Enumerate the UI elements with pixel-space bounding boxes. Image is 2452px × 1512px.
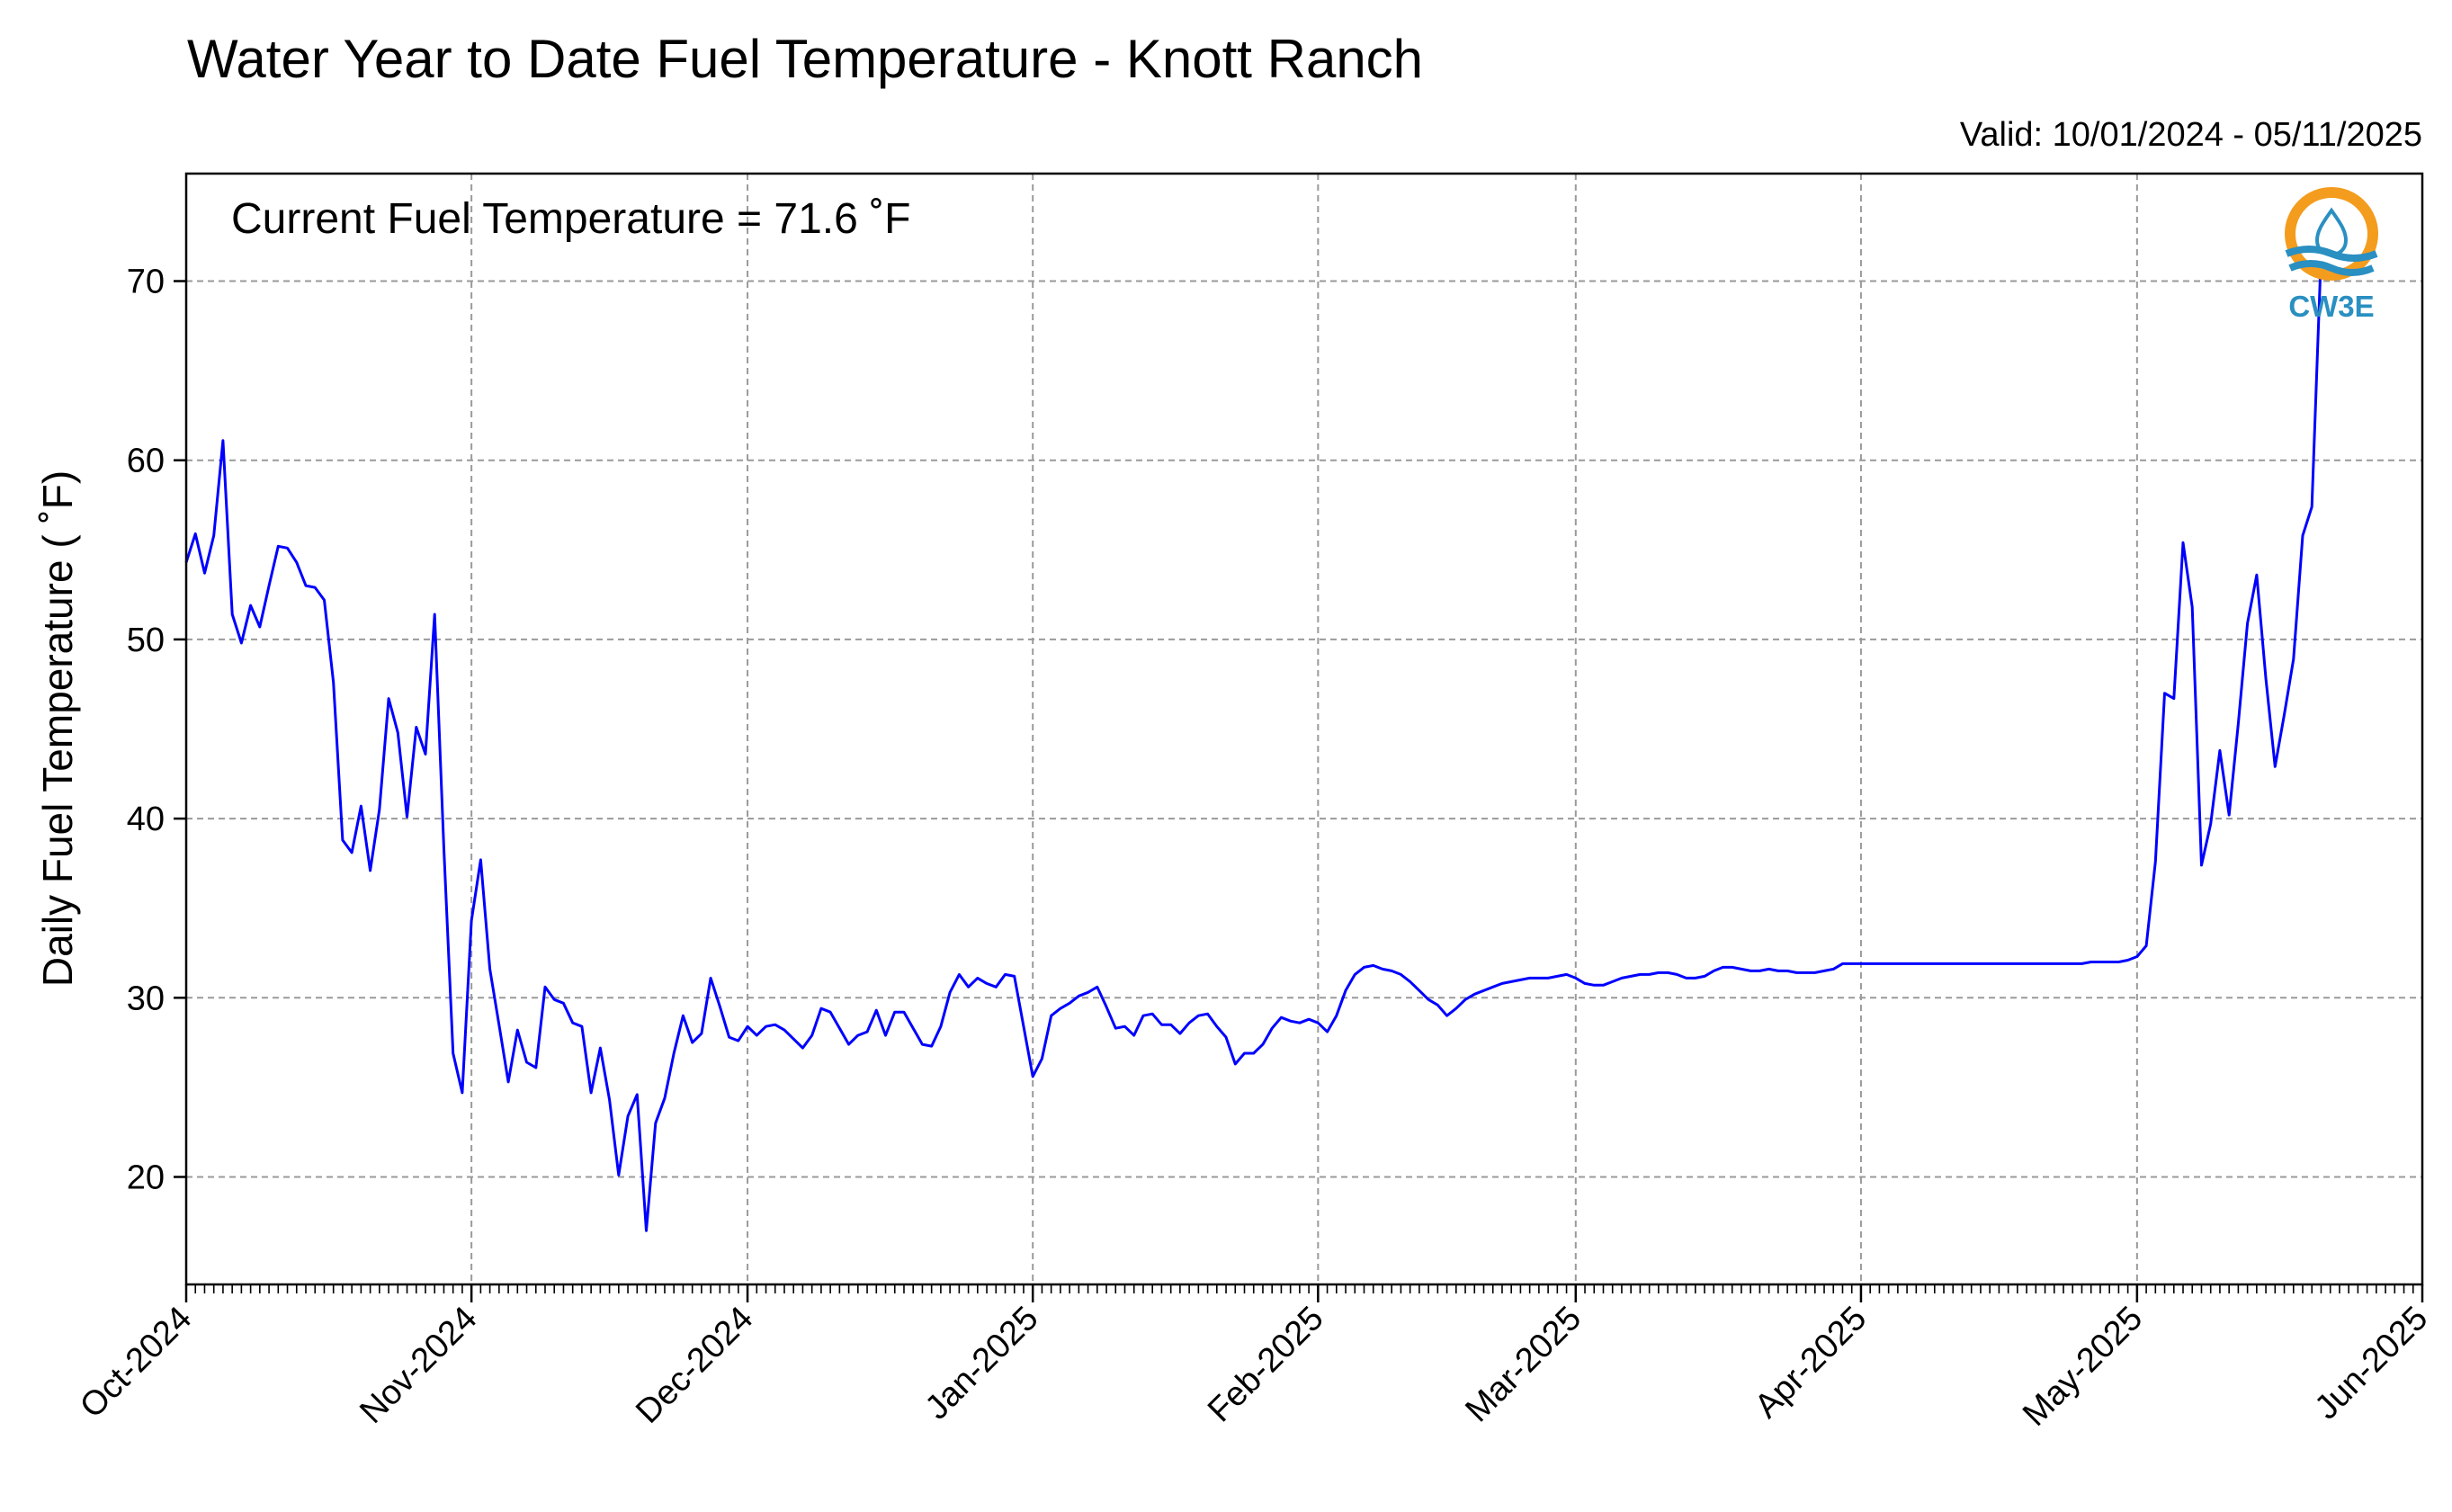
x-tick-label: Apr-2025 bbox=[1748, 1300, 1874, 1426]
x-tick-label: Jan-2025 bbox=[918, 1300, 1046, 1427]
y-tick-label: 60 bbox=[127, 443, 165, 480]
y-axis-ticks: 20 30 40 50 60 70 bbox=[127, 264, 186, 1196]
plot-frame bbox=[184, 172, 2424, 1286]
y-tick-label: 30 bbox=[127, 980, 165, 1017]
x-tick-label: Feb-2025 bbox=[1201, 1300, 1331, 1430]
grid-lines bbox=[186, 174, 2422, 1284]
y-tick-label: 20 bbox=[127, 1159, 165, 1196]
x-tick-label: Nov-2024 bbox=[353, 1300, 484, 1431]
valid-date-range: Valid: 10/01/2024 - 05/11/2025 bbox=[1960, 116, 2422, 154]
x-axis-minor-ticks bbox=[185, 1284, 2423, 1293]
x-tick-label: Mar-2025 bbox=[1458, 1300, 1588, 1430]
x-tick-label: Jun-2025 bbox=[2308, 1300, 2436, 1427]
cw3e-logo: CW3E bbox=[2285, 187, 2378, 323]
fuel-temperature-line bbox=[184, 252, 2322, 1232]
wave-icon bbox=[2288, 260, 2375, 276]
current-temperature-annotation: Current Fuel Temperature = 71.6 ˚F bbox=[231, 195, 910, 243]
y-tick-label: 40 bbox=[127, 801, 165, 838]
x-tick-label: Dec-2024 bbox=[629, 1300, 760, 1431]
x-tick-label: May-2025 bbox=[2016, 1300, 2150, 1434]
y-tick-label: 70 bbox=[127, 264, 165, 301]
x-tick-label: Oct-2024 bbox=[73, 1300, 199, 1426]
y-tick-label: 50 bbox=[127, 622, 165, 659]
chart-title: Water Year to Date Fuel Temperature - Kn… bbox=[187, 29, 1423, 89]
x-axis-ticks: Oct-2024 Nov-2024 Dec-2024 Jan-2025 Feb-2025… bbox=[73, 1284, 2435, 1434]
logo-text: CW3E bbox=[2288, 290, 2374, 323]
y-axis-label: Daily Fuel Temperature ( ˚F) bbox=[34, 470, 81, 987]
wave-icon bbox=[2285, 246, 2378, 262]
